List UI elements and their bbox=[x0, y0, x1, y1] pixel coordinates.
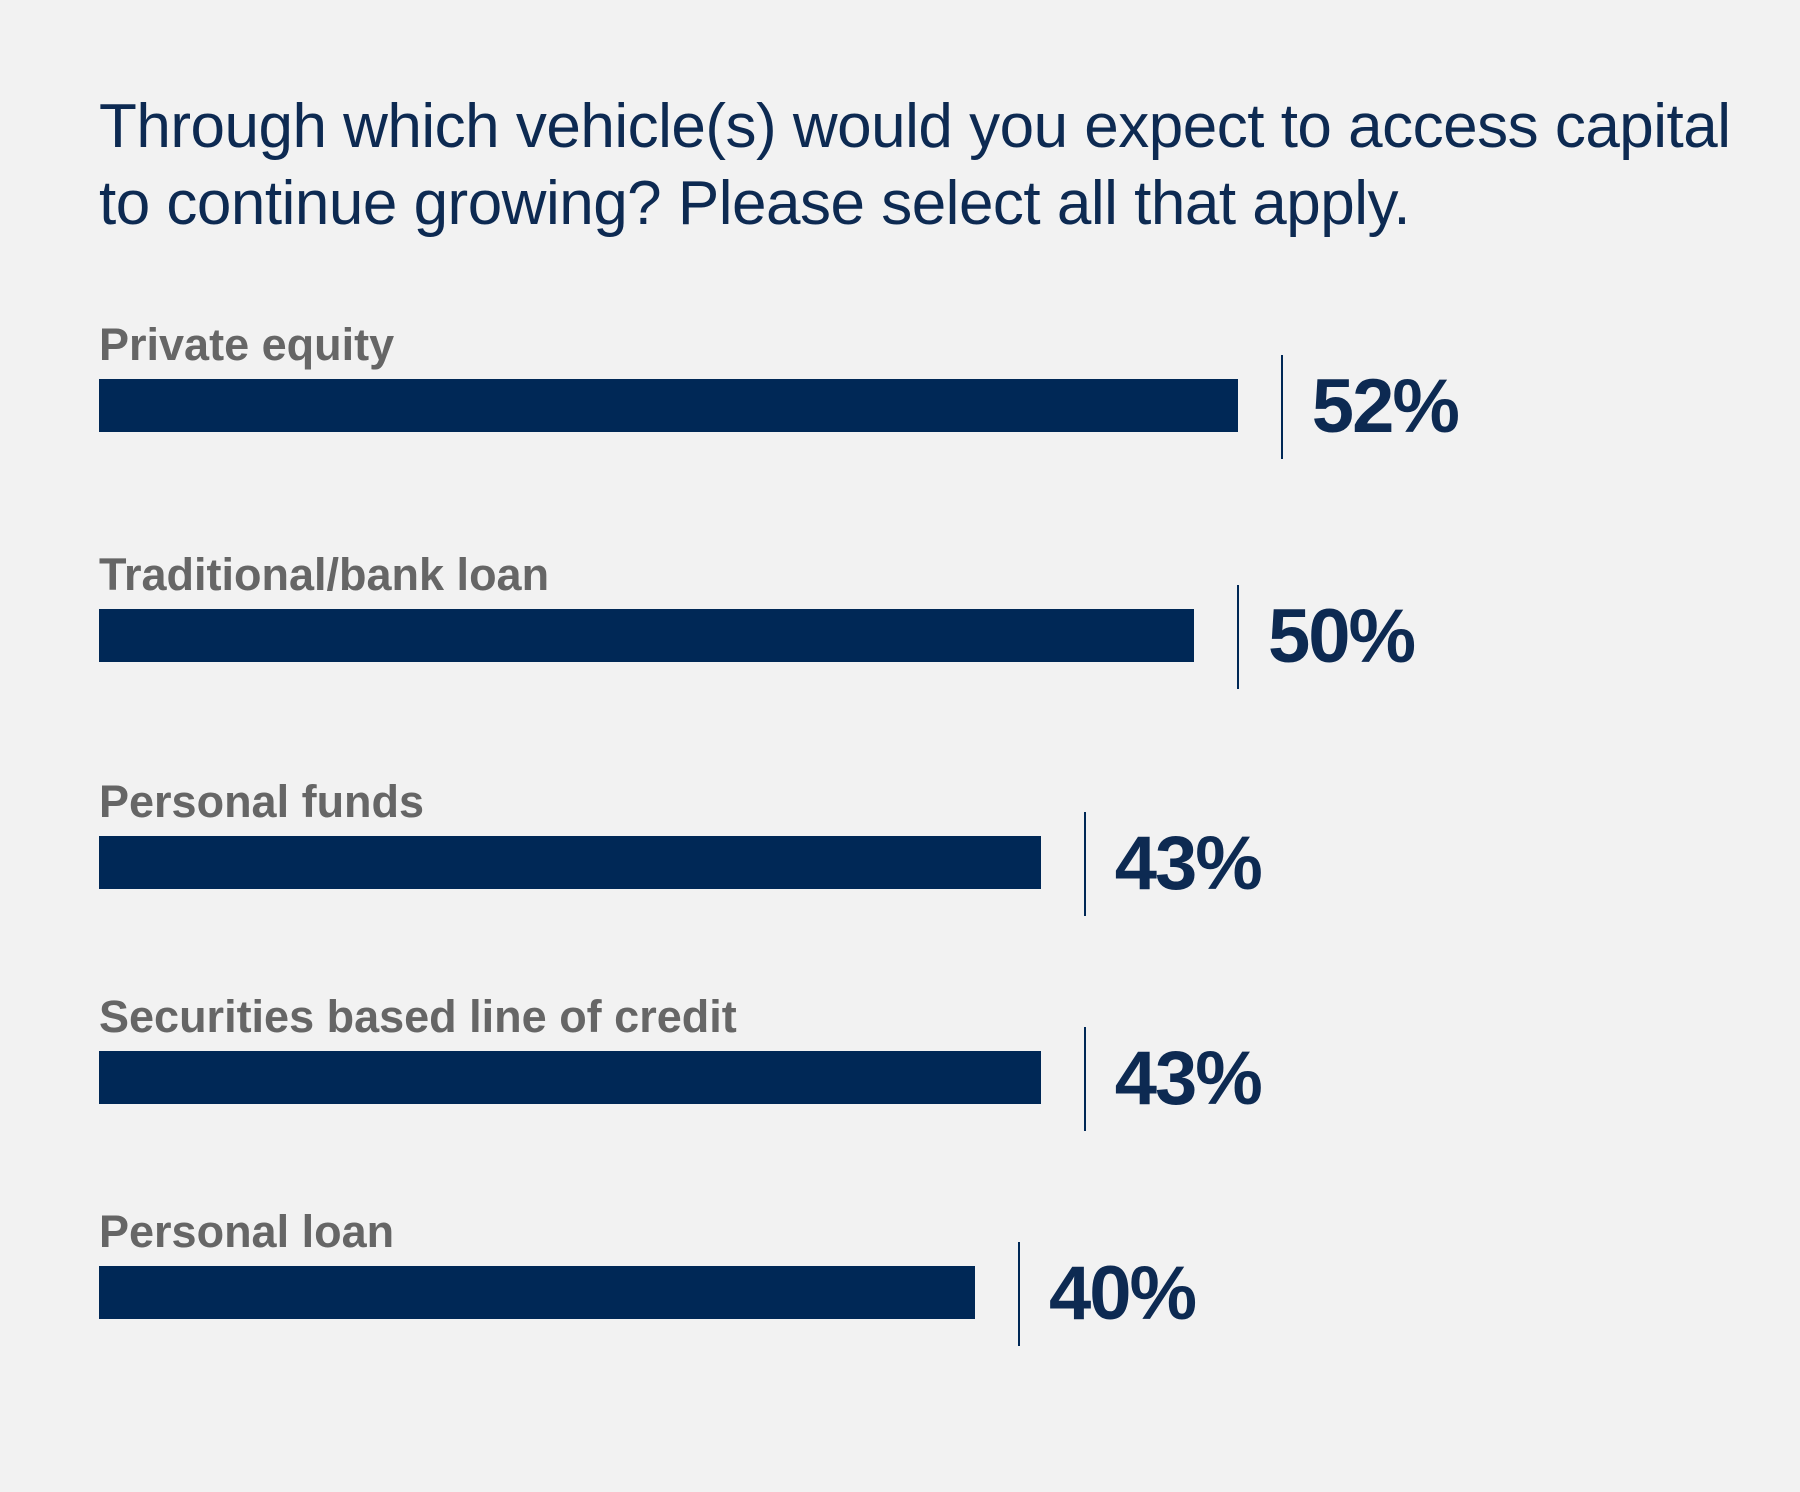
bar-row: Securities based line of credit 43% bbox=[99, 992, 1699, 1172]
bar-divider bbox=[1083, 1027, 1086, 1131]
category-label: Private equity bbox=[99, 319, 395, 370]
bar-row: Traditional/bank loan 50% bbox=[99, 550, 1699, 730]
value-label: 40% bbox=[1049, 1251, 1197, 1336]
bar-divider bbox=[1237, 585, 1239, 689]
category-label: Personal loan bbox=[99, 1206, 395, 1257]
value-label: 52% bbox=[1311, 364, 1460, 449]
bar-divider bbox=[1083, 812, 1086, 916]
category-label: Personal funds bbox=[99, 776, 425, 827]
bar bbox=[99, 379, 1238, 432]
value-label: 43% bbox=[1114, 1036, 1263, 1121]
chart-title: Through which vehicle(s) would you expec… bbox=[99, 92, 1731, 238]
bar-row: Personal loan 40% bbox=[99, 1207, 1699, 1387]
bar bbox=[99, 609, 1194, 662]
bar-divider bbox=[1280, 355, 1283, 459]
bar bbox=[99, 836, 1041, 889]
category-label: Securities based line of credit bbox=[99, 991, 737, 1042]
value-label: 50% bbox=[1268, 594, 1416, 679]
bar-row: Personal funds 43% bbox=[99, 777, 1699, 957]
category-label: Traditional/bank loan bbox=[99, 549, 550, 600]
bar-divider bbox=[1018, 1242, 1020, 1346]
bar-row: Private equity 52% bbox=[99, 320, 1699, 500]
bar bbox=[99, 1266, 975, 1319]
bar bbox=[99, 1051, 1041, 1104]
value-label: 43% bbox=[1114, 821, 1263, 906]
